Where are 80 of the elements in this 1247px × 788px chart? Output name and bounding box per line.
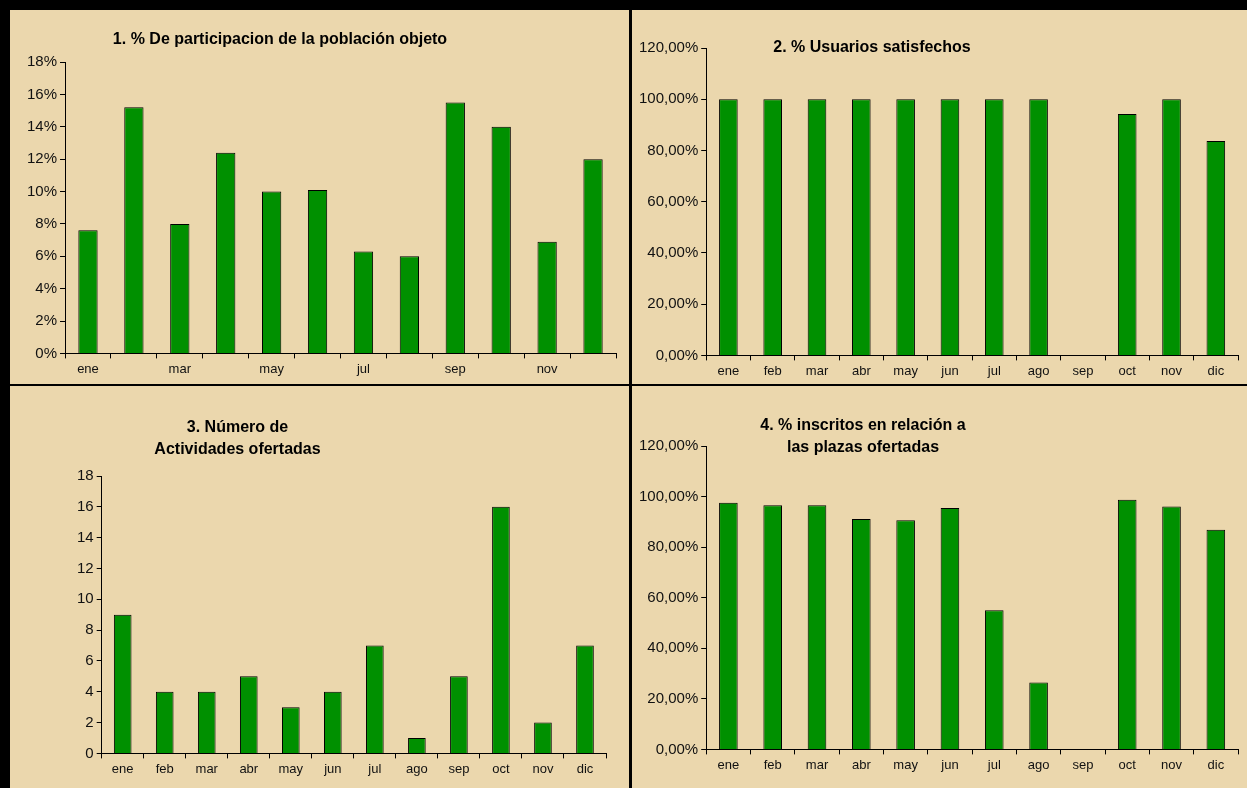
chart-title: 1. % De participacion de la población objeto (111, 29, 449, 49)
x-tick-label: ene (111, 760, 134, 776)
y-tick-label: 20,00% (647, 688, 699, 706)
x-tick-label: feb (763, 362, 782, 378)
y-tick-label: 4 (85, 681, 94, 699)
x-tick-label: abr (851, 756, 872, 772)
y-tick-label: 2% (35, 311, 58, 329)
y-tick-label: 0% (35, 343, 58, 361)
x-tick-label: feb (155, 760, 174, 776)
y-tick-label: 8% (35, 214, 58, 232)
y-tick-label: 18% (26, 52, 58, 70)
y-tick-label: 20,00% (647, 294, 699, 312)
x-tick-label: jun (940, 756, 959, 772)
x-tick-label: jul (986, 362, 1001, 378)
x-tick-label: ene (77, 360, 99, 376)
x-tick-label: oct (1118, 362, 1137, 378)
y-tick-label: 10% (26, 181, 58, 199)
x-tick-label: dic (1207, 756, 1225, 772)
y-tick-label: 12 (77, 558, 94, 576)
x-tick-label: sep (1072, 756, 1094, 772)
y-tick-label: 6% (35, 246, 58, 264)
x-tick-label: ago (1027, 362, 1050, 378)
x-tick-label: oct (492, 760, 510, 776)
y-tick-label: 60,00% (647, 191, 699, 209)
y-tick-label: 0,00% (655, 739, 699, 757)
x-tick-label: may (893, 756, 919, 772)
chart-title: 2. % Usuarios satisfechos (772, 37, 972, 57)
y-tick-label: 6 (85, 651, 94, 669)
y-tick-label: 120,00% (639, 436, 699, 454)
x-tick-label: ene (717, 362, 740, 378)
y-tick-label: 0,00% (655, 345, 699, 363)
x-tick-label: sep (444, 360, 466, 376)
x-tick-label: mar (195, 760, 219, 776)
y-tick-label: 14% (26, 116, 58, 134)
y-tick-label: 120,00% (639, 38, 699, 56)
x-tick-label: may (259, 360, 285, 376)
y-tick-label: 4% (35, 278, 58, 296)
x-tick-label: abr (851, 362, 872, 378)
x-tick-label: nov (1161, 362, 1183, 378)
x-tick-label: jun (323, 760, 342, 776)
y-tick-label: 16% (26, 84, 58, 102)
x-tick-label: may (893, 362, 919, 378)
y-tick-label: 40,00% (647, 243, 699, 261)
x-tick-label: abr (239, 760, 259, 776)
y-tick-label: 10 (77, 589, 94, 607)
y-tick-label: 18 (77, 466, 94, 484)
y-tick-label: 0 (85, 743, 94, 761)
y-tick-label: 80,00% (647, 140, 699, 158)
chart-title: 4. % inscritos en relación a las plazas ofertadas (759, 415, 967, 457)
x-tick-label: ago (406, 760, 428, 776)
chart-title: 3. Número de Actividades ofertadas (153, 417, 322, 459)
y-tick-label: 40,00% (647, 638, 699, 656)
x-tick-label: nov (532, 760, 554, 776)
x-tick-label: mar (805, 362, 829, 378)
y-tick-label: 60,00% (647, 587, 699, 605)
y-tick-label: 2 (85, 712, 94, 730)
y-tick-label: 16 (77, 496, 94, 514)
y-tick-label: 8 (85, 620, 94, 638)
x-tick-label: sep (1072, 362, 1094, 378)
x-tick-label: nov (536, 360, 559, 376)
x-tick-label: jul (986, 756, 1001, 772)
x-tick-label: mar (805, 756, 829, 772)
x-tick-label: nov (1161, 756, 1183, 772)
x-tick-label: dic (1207, 362, 1225, 378)
x-tick-label: may (278, 760, 304, 776)
y-tick-label: 100,00% (639, 486, 699, 504)
y-tick-label: 12% (26, 149, 58, 167)
y-tick-label: 80,00% (647, 537, 699, 555)
x-tick-label: oct (1118, 756, 1137, 772)
x-tick-label: jul (367, 760, 382, 776)
x-tick-label: ago (1027, 756, 1050, 772)
y-tick-label: 14 (77, 527, 94, 545)
x-tick-label: jun (940, 362, 959, 378)
x-tick-label: sep (448, 760, 470, 776)
x-tick-label: ene (717, 756, 740, 772)
x-tick-label: mar (168, 360, 192, 376)
x-tick-label: feb (763, 756, 782, 772)
y-tick-label: 100,00% (639, 89, 699, 107)
x-tick-label: dic (576, 760, 594, 776)
x-tick-label: jul (355, 360, 371, 376)
